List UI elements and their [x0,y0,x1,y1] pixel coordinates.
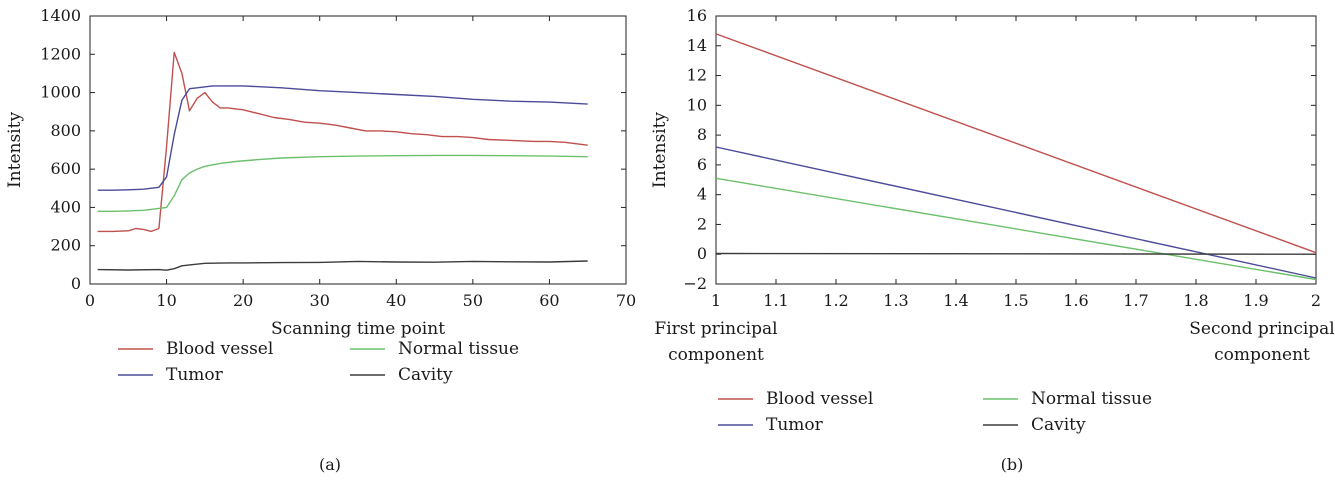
y-tick-label: 0 [697,244,707,263]
legend-label: Cavity [1031,415,1086,435]
x-tick-label: 60 [539,291,559,310]
y-tick-label: 0 [71,274,81,293]
legend-item: Cavity [350,365,453,385]
panel-label: (b) [1001,455,1024,474]
y-tick-label: 4 [697,185,707,204]
legend-item: Tumor [118,365,224,385]
x-tick-label: 10 [156,291,176,310]
x-tick-label: 1.8 [1183,291,1208,310]
x-axis-label: Scanning time point [271,319,445,339]
x-tick-label: 2 [1311,291,1321,310]
y-axis-label: Intensity [5,112,25,188]
y-axis-label: Intensity [650,112,670,188]
series-line-cavity [715,252,1317,255]
legend-label: Normal tissue [398,339,519,359]
y-tick-label: 12 [687,66,707,85]
legend-label: Blood vessel [166,339,273,359]
x-tick-label: 30 [310,291,330,310]
series-line-blood-vessel [97,51,588,233]
legend-label: Tumor [766,415,824,435]
x-tick-label: 1.3 [883,291,908,310]
y-tick-label: 14 [687,36,707,55]
x-tick-label: 1.1 [763,291,788,310]
y-tick-label: 1000 [40,83,81,102]
x-tick-label: 1.2 [823,291,848,310]
x-tick-label: 1.4 [943,291,968,310]
legend-item: Blood vessel [118,339,273,359]
x-tick-label: 50 [463,291,483,310]
y-tick-label: 8 [697,125,707,144]
series-line-blood-vessel [715,33,1317,254]
x-tick-label: 1 [711,291,721,310]
legend-item: Tumor [718,415,824,435]
y-tick-label: 1400 [40,6,81,25]
x-endpoint-label-first: First principal component [654,319,777,365]
series-line-normal-tissue [97,154,588,213]
legend-label: Blood vessel [766,389,873,409]
x-tick-label: 1.9 [1243,291,1268,310]
y-tick-label: 10 [687,95,707,114]
legend-label: Cavity [398,365,453,385]
y-tick-label: 1200 [40,44,81,63]
plot-frame [715,15,1317,285]
series-line-normal-tissue [715,177,1317,281]
y-tick-label: 400 [50,197,81,216]
series-line-tumor [715,146,1317,279]
legend-item: Cavity [983,415,1086,435]
series-line-cavity [97,260,588,271]
panel-label: (a) [319,455,341,474]
legend-item: Normal tissue [983,389,1152,409]
x-tick-label: 1.5 [1003,291,1028,310]
legend-item: Normal tissue [350,339,519,359]
x-endpoint-label-second: Second principal component [1189,319,1335,365]
x-tick-label: 20 [233,291,253,310]
y-tick-label: −2 [683,274,707,293]
legend-label: Tumor [166,365,224,385]
y-tick-label: 6 [697,155,707,174]
y-tick-label: 200 [50,236,81,255]
chart-panel-a: 0 10 20 30 40 50 60 70 0 200 400 600 800 1000 1200 1400… [5,6,636,474]
legend-label: Normal tissue [1031,389,1152,409]
series-line-tumor [97,85,588,191]
y-tick-label: 800 [50,121,81,140]
x-tick-label: 1.6 [1063,291,1088,310]
y-tick-label: 16 [687,6,707,25]
plot-frame [89,15,627,285]
x-tick-label: 40 [386,291,406,310]
chart-panel-b: 1 1.1 1.2 1.3 1.4 1.5 1.6 1.7 1.8 1.9 2 −2 0 2 4 6 8 10 12… [650,6,1335,474]
y-tick-label: 600 [50,159,81,178]
x-tick-label: 70 [616,291,636,310]
legend-item: Blood vessel [718,389,873,409]
x-tick-label: 1.7 [1123,291,1148,310]
x-tick-label: 0 [85,291,95,310]
y-tick-label: 2 [697,214,707,233]
